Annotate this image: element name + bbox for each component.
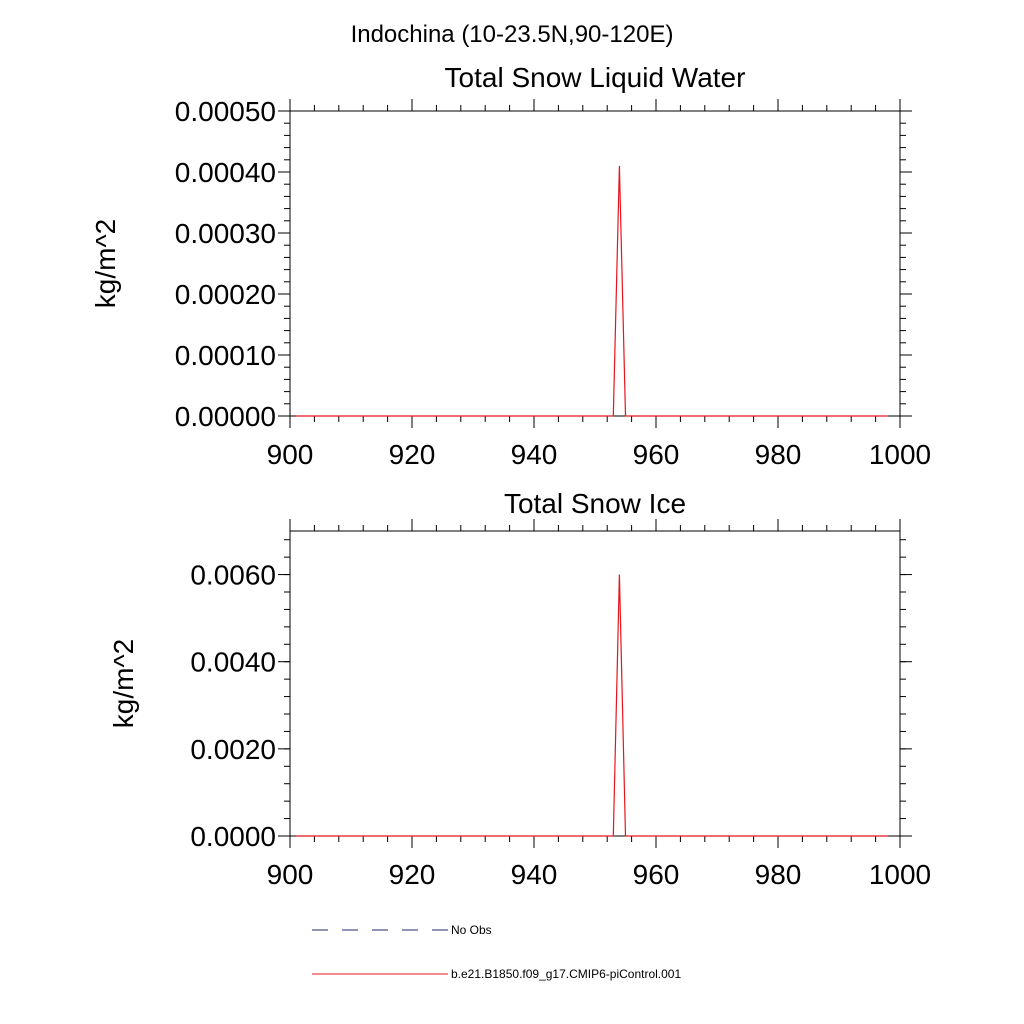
y-tick-label: 0.0000: [190, 821, 276, 852]
x-tick-label: 980: [755, 859, 802, 890]
x-tick-label: 1000: [869, 859, 931, 890]
y-tick-label: 0.00050: [175, 96, 276, 127]
plot-frame: [289, 530, 901, 837]
series-line-model: [296, 165, 888, 417]
y-tick-label: 0.0060: [190, 560, 276, 591]
x-tick-label: 940: [511, 439, 558, 470]
x-tick-label: 900: [267, 859, 314, 890]
legend: No Obs b.e21.B1850.f09_g17.CMIP6-piContr…: [312, 923, 681, 981]
y-tick-label: 0.0040: [190, 647, 276, 678]
y-tick-label: 0.00010: [175, 340, 276, 371]
y-tick-label: 0.00000: [175, 401, 276, 432]
figure-title: Indochina (10-23.5N,90-120E): [351, 21, 674, 48]
x-tick-label: 1000: [869, 439, 931, 470]
x-tick-label: 960: [633, 859, 680, 890]
y-tick-label: 0.00020: [175, 279, 276, 310]
y-tick-label: 0.0020: [190, 734, 276, 765]
x-tick-label: 960: [633, 439, 680, 470]
legend-label-model: b.e21.B1850.f09_g17.CMIP6-piControl.001: [451, 967, 681, 981]
x-tick-label: 920: [389, 439, 436, 470]
legend-label-no-obs: No Obs: [451, 923, 492, 937]
panel-snow-ice: Total Snow Ice kg/m^2 900 920 940 960 980 1000 0…: [108, 488, 931, 890]
y-tick-label: 0.00030: [175, 218, 276, 249]
plot-frame: [289, 110, 901, 417]
x-tick-label: 920: [389, 859, 436, 890]
x-tick-label: 940: [511, 859, 558, 890]
x-tick-label: 900: [267, 439, 314, 470]
y-axis-label: kg/m^2: [108, 639, 139, 728]
y-tick-label: 0.00040: [175, 157, 276, 188]
series-line-model: [296, 574, 888, 837]
x-tick-label: 980: [755, 439, 802, 470]
panel-snow-liquid-water: Total Snow Liquid Water kg/m^2 900 920 940 96…: [90, 62, 931, 470]
y-axis-label: kg/m^2: [90, 219, 121, 308]
chart-title: Total Snow Liquid Water: [445, 62, 746, 93]
chart-title: Total Snow Ice: [504, 488, 686, 519]
